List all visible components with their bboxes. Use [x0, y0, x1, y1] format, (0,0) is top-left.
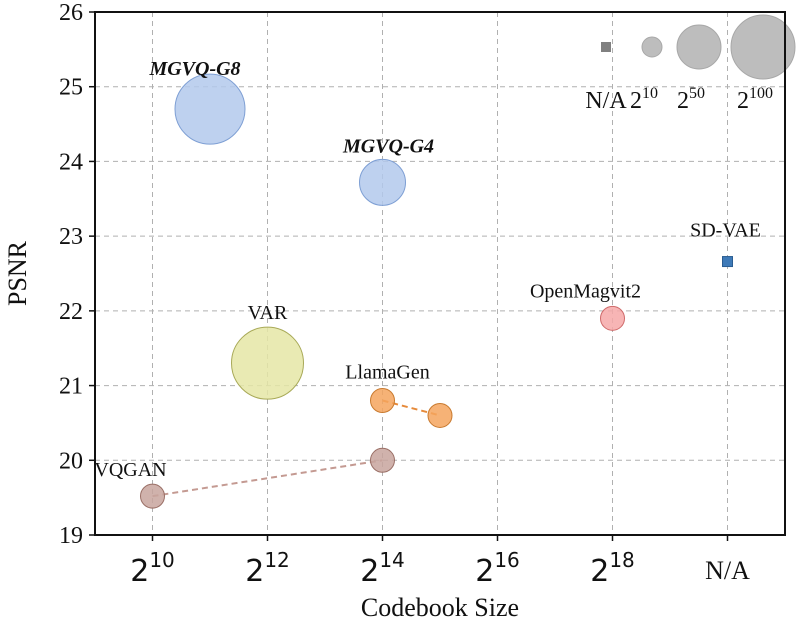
y-axis-label: PSNR: [3, 240, 32, 306]
data-point: [600, 305, 625, 331]
grid-lines: [95, 12, 785, 535]
legend-marker-circle: [730, 14, 796, 80]
x-tick-exponent: 16: [494, 548, 519, 572]
data-point: [174, 73, 246, 145]
x-tick-label: 212: [245, 548, 290, 589]
legend-base: 2: [630, 88, 642, 114]
data-point-square: [722, 256, 733, 268]
data-point: [359, 158, 406, 206]
legend-marker-circle: [641, 36, 663, 58]
legend-exponent: 100: [749, 85, 773, 102]
point-label: OpenMagvit2: [530, 280, 641, 302]
legend-marker-circle: [676, 24, 722, 70]
y-tick-label: 20: [59, 448, 83, 474]
x-tick-exponent: 10: [149, 548, 174, 572]
series-connector-line: [152, 459, 383, 498]
y-tick-label: 21: [59, 374, 83, 400]
point-label: VQGAN: [94, 459, 166, 481]
point-label: MGVQ-G8: [148, 58, 240, 80]
y-tick-label: 22: [59, 299, 83, 325]
point-label: LlamaGen: [345, 362, 429, 384]
legend-base: 2: [677, 88, 689, 114]
plot-frame: [94, 11, 786, 536]
x-tick-base: 2: [130, 554, 149, 589]
y-tick-label: 26: [59, 0, 83, 26]
data-point: [231, 326, 304, 400]
x-tick-base: 2: [245, 554, 264, 589]
legend-label: 250: [677, 85, 705, 114]
legend-exponent: 10: [642, 85, 658, 102]
legend-base: 2: [737, 88, 749, 114]
x-axis-label: Codebook Size: [361, 593, 519, 622]
x-tick-base: 2: [475, 554, 494, 589]
y-tick-label: 23: [59, 224, 83, 250]
x-tick-label: 216: [475, 548, 520, 589]
legend: N/A 210 250 2100: [585, 14, 796, 114]
data-points: VQGAN LlamaGen VAR OpenMagvit2 SD-VAE MGVQ-G4…: [94, 58, 761, 509]
point-label: VAR: [248, 302, 288, 324]
legend-marker-square: [601, 42, 611, 52]
x-tick-label: 218: [590, 548, 635, 589]
data-point: [427, 402, 453, 428]
legend-label: 2100: [737, 85, 773, 114]
x-tick-exponent: 18: [609, 548, 634, 572]
legend-exponent: 50: [689, 85, 705, 102]
legend-label: 210: [630, 85, 658, 114]
legend-text: N/A: [585, 88, 627, 114]
y-tick-label: 19: [59, 523, 83, 549]
point-label: MGVQ-G4: [342, 135, 434, 157]
y-tick-label: 25: [59, 75, 83, 101]
point-label: SD-VAE: [690, 220, 761, 242]
data-point: [140, 483, 165, 509]
x-tick-label: N/A: [705, 556, 750, 585]
data-point: [370, 447, 395, 473]
x-tick-exponent: 14: [379, 548, 404, 572]
x-tick-base: 2: [360, 554, 379, 589]
data-point: [370, 388, 395, 414]
x-tick-exponent: 12: [264, 548, 289, 572]
x-tick-base: 2: [590, 554, 609, 589]
legend-label: N/A: [585, 88, 627, 114]
connector-lines: [152, 399, 441, 498]
x-tick-label: 210: [130, 548, 175, 589]
y-tick-label: 24: [59, 149, 83, 175]
x-tick-label: 214: [360, 548, 405, 589]
